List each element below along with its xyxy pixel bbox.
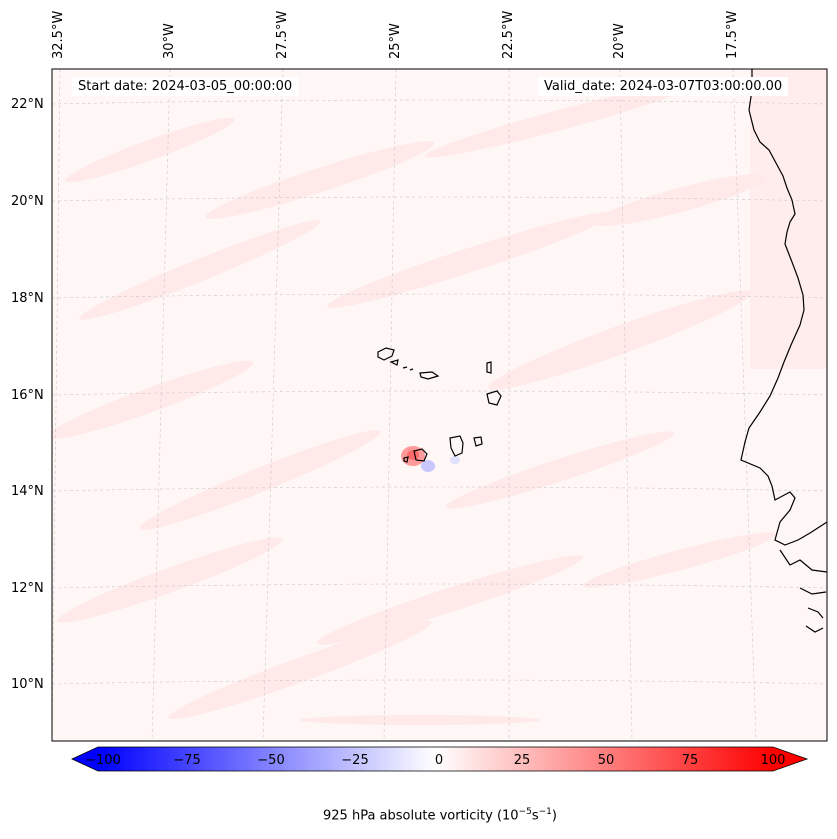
lat-label-10n: 10°N [11,677,44,692]
island-sao-nicolau [419,371,440,380]
colorbar-tick: −100 [85,753,121,768]
colorbar-tick: 25 [513,753,531,768]
start-date: Start date: 2024-03-05_00:00:00 [72,77,299,96]
colorbar-tick: 75 [681,753,699,768]
island-maio [473,436,483,447]
vorticity-field [52,69,827,741]
lat-label-12n: 12°N [11,581,44,596]
colorbar-tick: −25 [341,753,369,768]
lon-label-22-5w: 22.5°W [501,10,516,59]
lon-label-17-5w: 17.5°W [725,10,740,59]
islands [377,347,502,463]
lon-label-25w: 25°W [388,23,403,59]
island-boa-vista [486,390,502,406]
colorbar-tick: 50 [597,753,615,768]
valid-date: Valid_date: 2024-03-07T03:00:00.00 [538,77,789,96]
island-santo-antao [377,347,395,361]
colorbar-min-arrow [72,747,98,771]
colorbar-tick: 0 [434,753,444,768]
map-frame [51,68,828,742]
lat-label-20n: 20°N [11,194,44,209]
island-brava [403,456,409,463]
colorbar-max-arrow [773,747,807,771]
lon-label-32-5w: 32.5°W [51,10,66,59]
lat-label-18n: 18°N [11,291,44,306]
lat-label-16n: 16°N [11,388,44,403]
island-fogo [413,448,428,462]
lon-label-20w: 20°W [612,23,627,59]
island-santiago [449,435,464,457]
lat-label-14n: 14°N [11,484,44,499]
graticule [52,69,827,741]
colorbar-label: 925 hPa absolute vorticity (10−5s−1) [323,807,557,824]
colorbar [71,746,809,772]
colorbar-tick: 100 [760,753,786,768]
lon-label-30w: 30°W [162,23,177,59]
island-sal [486,361,492,374]
africa-coastline [740,69,827,633]
lat-label-22n: 22°N [11,97,44,112]
colorbar-tick: −50 [257,753,285,768]
lon-label-27-5w: 27.5°W [275,10,290,59]
colorbar-tick: −75 [173,753,201,768]
island-sao-vicente [389,359,399,366]
